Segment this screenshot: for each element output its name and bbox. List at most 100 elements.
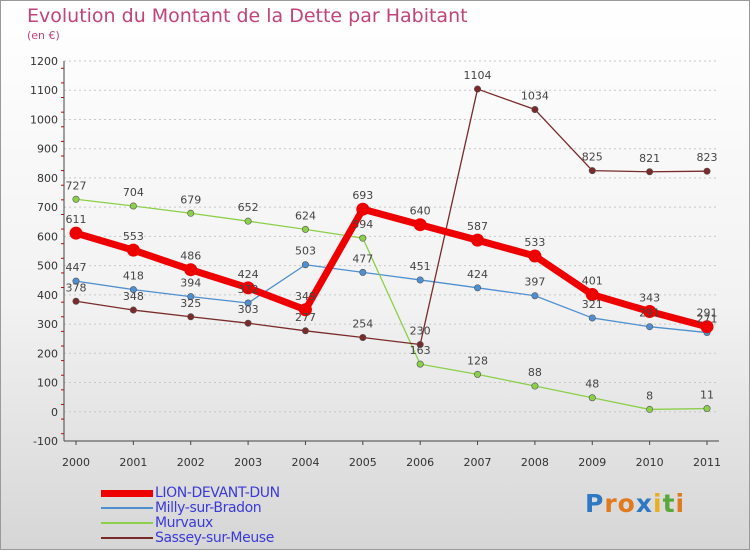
x-tick-label: 2009 [578, 456, 606, 469]
y-tick-label: 1200 [30, 55, 58, 68]
data-point [356, 202, 370, 216]
data-point [531, 292, 539, 300]
data-label: 640 [410, 205, 431, 218]
data-label: 48 [585, 378, 599, 391]
data-label: 11 [700, 389, 714, 402]
data-label: 503 [295, 245, 316, 258]
data-label: 418 [123, 270, 144, 283]
data-label: 424 [238, 268, 259, 281]
data-point [126, 243, 140, 257]
x-tick-label: 2011 [693, 456, 721, 469]
data-label: 321 [582, 298, 603, 311]
data-label: 447 [66, 261, 87, 274]
data-point [413, 218, 427, 232]
x-tick-label: 2004 [291, 456, 319, 469]
data-label: 163 [410, 344, 431, 357]
data-label: 349 [295, 290, 316, 303]
series-line-1 [75, 264, 708, 334]
data-label: 88 [528, 366, 542, 379]
y-tick-label: 900 [37, 143, 58, 156]
data-label: 486 [180, 250, 201, 263]
legend-swatch [101, 489, 153, 497]
data-point [359, 268, 367, 276]
data-label: 451 [410, 260, 431, 273]
y-tick-label: 700 [37, 201, 58, 214]
data-label: 624 [295, 209, 316, 222]
data-point [301, 261, 309, 269]
y-tick-label: 800 [37, 172, 58, 185]
data-point [69, 226, 83, 240]
y-tick-label: 600 [37, 230, 58, 243]
x-tick-label: 2001 [119, 456, 147, 469]
data-label: 611 [66, 213, 87, 226]
data-point [244, 217, 252, 225]
data-label: 348 [123, 290, 144, 303]
data-point [416, 276, 424, 284]
x-tick-label: 2002 [177, 456, 205, 469]
legend-swatch [101, 507, 153, 509]
series-line-3 [75, 88, 708, 346]
logo-letter: i [653, 489, 663, 518]
legend-label: LION-DEVANT-DUN [155, 485, 280, 501]
data-label: 693 [352, 189, 373, 202]
data-point [531, 382, 539, 390]
data-label: 8 [646, 389, 653, 402]
x-tick-label: 2010 [636, 456, 664, 469]
data-point [359, 234, 367, 242]
proxiti-logo: Proxiti [585, 489, 685, 518]
data-point [72, 195, 80, 203]
y-tick-label: -100 [33, 435, 58, 448]
logo-letter: x [635, 489, 653, 518]
data-point [298, 303, 312, 317]
data-point [187, 209, 195, 217]
x-tick-label: 2000 [62, 456, 90, 469]
data-label: 704 [123, 186, 144, 199]
data-point [474, 370, 482, 378]
data-label: 303 [238, 303, 259, 316]
legend-label: Sassey-sur-Meuse [155, 530, 274, 546]
data-label: 652 [238, 201, 259, 214]
y-tick-label: 1000 [30, 113, 58, 126]
data-point [471, 233, 485, 247]
data-point [474, 284, 482, 292]
data-label: 128 [467, 354, 488, 367]
data-point [72, 277, 80, 285]
y-tick-label: 100 [37, 377, 58, 390]
x-tick-label: 2007 [464, 456, 492, 469]
data-point [643, 305, 657, 319]
data-label: 679 [180, 193, 201, 206]
data-label: 533 [524, 236, 545, 249]
data-point [700, 320, 714, 334]
data-point [588, 314, 596, 322]
data-point [646, 405, 654, 413]
y-tick-label: 300 [37, 318, 58, 331]
y-tick-label: 500 [37, 260, 58, 273]
data-point [588, 394, 596, 402]
chart-title: Evolution du Montant de la Dette par Hab… [27, 5, 468, 27]
data-label: 424 [467, 268, 488, 281]
y-tick-label: 0 [51, 406, 58, 419]
legend-label: Milly-sur-Bradon [155, 500, 262, 516]
data-point [703, 405, 711, 413]
data-label: 271 [697, 313, 718, 326]
data-label: 325 [180, 297, 201, 310]
data-label: 825 [582, 151, 603, 164]
data-label: 477 [352, 252, 373, 265]
logo-letter: i [675, 489, 686, 518]
data-point [129, 286, 137, 294]
logo-letter: o [617, 489, 636, 518]
data-point [531, 106, 539, 114]
data-point [129, 202, 137, 210]
data-label: 394 [180, 277, 201, 290]
data-point [301, 327, 309, 335]
x-tick-label: 2006 [406, 456, 434, 469]
data-label: 291 [697, 307, 718, 320]
series-line-0 [75, 205, 708, 331]
data-label: 821 [639, 152, 660, 165]
data-point [187, 313, 195, 321]
data-point [646, 323, 654, 331]
data-point [187, 293, 195, 301]
data-point [184, 263, 198, 277]
data-label: 254 [352, 318, 373, 331]
